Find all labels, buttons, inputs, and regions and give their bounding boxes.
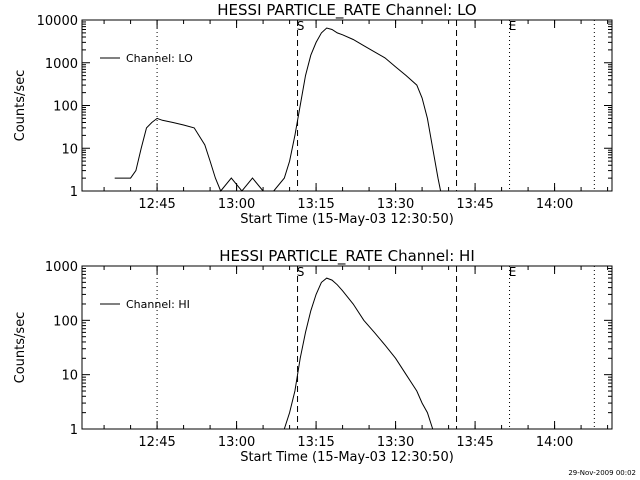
- y-axis-label: Counts/sec: [13, 312, 28, 384]
- legend-label: Channel: HI: [126, 298, 190, 311]
- footer-timestamp: 29-Nov-2009 00:02: [568, 469, 636, 477]
- x-tick-label: 13:15: [297, 197, 334, 212]
- x-tick-label: 14:00: [536, 197, 573, 212]
- plot-frame: [81, 265, 613, 430]
- chart-title: HESSI PARTICLE_RATE Channel: LO: [217, 1, 476, 20]
- y-tick-label: 1000: [45, 260, 78, 275]
- plot-frame: [81, 19, 613, 192]
- panel-hi: HESSI PARTICLE_RATE Channel: HI 1 10 100 100…: [13, 247, 613, 465]
- y-tick-label: 100: [53, 314, 78, 329]
- x-tick-label: 13:45: [456, 435, 493, 450]
- x-tick-label: 13:30: [377, 197, 414, 212]
- y-tick-label: 10000: [37, 14, 78, 29]
- marker-label: S: [297, 19, 305, 33]
- series-line: [114, 27, 442, 192]
- legend-label: Channel: LO: [126, 52, 193, 65]
- marker-label: S: [297, 265, 305, 279]
- y-tick-label: 10: [61, 142, 78, 157]
- x-tick-label: 12:45: [138, 435, 175, 450]
- y-tick-label: 1000: [45, 57, 78, 72]
- x-axis-label: Start Time (15-May-03 12:30:50): [240, 450, 454, 465]
- x-tick-label: 12:45: [138, 197, 175, 212]
- x-tick-label: 13:00: [218, 197, 255, 212]
- x-axis-label: Start Time (15-May-03 12:30:50): [240, 212, 454, 227]
- x-tick-label: 13:30: [377, 435, 414, 450]
- panel-lo: HESSI PARTICLE_RATE Channel: LO 1 10 100 100…: [13, 1, 613, 227]
- y-tick-label: 1: [70, 185, 78, 200]
- marker-label: E: [509, 265, 517, 279]
- series-line: [283, 277, 434, 430]
- marker-label: E: [509, 19, 517, 33]
- x-tick-label: 13:00: [218, 435, 255, 450]
- x-tick-label: 13:15: [297, 435, 334, 450]
- chart-title: HESSI PARTICLE_RATE Channel: HI: [219, 247, 475, 266]
- y-tick-label: 100: [53, 100, 78, 115]
- y-axis-label: Counts/sec: [13, 70, 28, 142]
- y-tick-label: 1: [70, 423, 78, 438]
- x-tick-label: 13:45: [456, 197, 493, 212]
- x-tick-label: 14:00: [536, 435, 573, 450]
- y-tick-label: 10: [61, 369, 78, 384]
